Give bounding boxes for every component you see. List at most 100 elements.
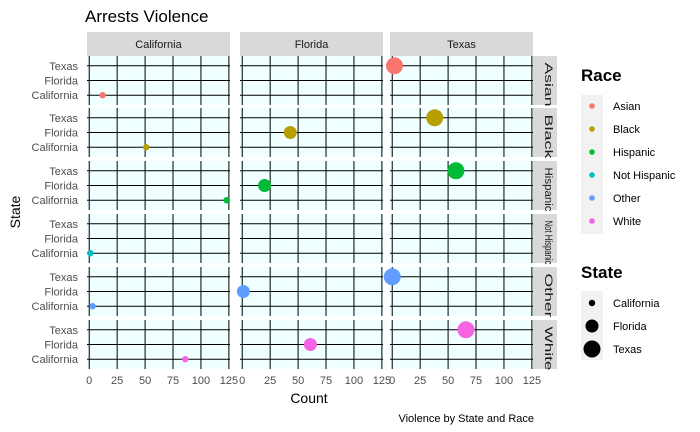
- x-tick-label: 100: [192, 375, 210, 387]
- x-tick-label: 125: [373, 375, 391, 387]
- strip-label-california: California: [135, 39, 182, 51]
- race-legend-key-black: [589, 126, 595, 132]
- race-legend-label-hispanic: Hispanic: [613, 147, 656, 159]
- panel-not-hispanic-california: [87, 214, 230, 263]
- chart-caption: Violence by State and Race: [398, 413, 534, 425]
- strip-label-other: Other: [542, 274, 554, 319]
- state-legend-key-florida: [585, 319, 599, 333]
- x-tick-label: 50: [442, 375, 454, 387]
- strip-label-florida: Florida: [295, 39, 330, 51]
- panel-hispanic-california: [87, 161, 230, 210]
- strip-florida: [240, 32, 383, 56]
- x-tick-label: 50: [292, 375, 304, 387]
- x-tick-label: 75: [167, 375, 179, 387]
- y-tick-label-florida: Florida: [44, 128, 79, 140]
- y-tick-label-florida: Florida: [44, 234, 79, 246]
- x-tick-label: 25: [414, 375, 426, 387]
- data-point-white-california: [182, 356, 189, 363]
- y-tick-label-florida: Florida: [44, 76, 79, 88]
- x-tick-label: 100: [495, 375, 513, 387]
- state-legend: State California Florida Texas: [581, 263, 660, 360]
- data-point-asian-texas: [385, 57, 403, 75]
- x-tick-label: 100: [345, 375, 363, 387]
- strip-hispanic: [533, 161, 557, 210]
- race-legend-label-black: Black: [613, 124, 640, 136]
- x-tick-label: 125: [220, 375, 238, 387]
- y-tick-label-california: California: [32, 90, 79, 102]
- race-legend-key-not-hispanic: [589, 172, 595, 178]
- y-axis-title: State: [7, 195, 23, 228]
- strip-not-hispanic: [533, 214, 557, 263]
- race-legend-key-background: [581, 95, 603, 234]
- panel-not-hispanic-texas: [390, 214, 533, 263]
- x-axis-title: Count: [290, 390, 327, 406]
- race-legend-key-asian: [589, 103, 595, 109]
- strip-white: [533, 320, 557, 369]
- data-point-other-florida: [236, 285, 250, 298]
- state-legend-key-texas: [583, 340, 601, 358]
- strip-label-not-hispanic: Not Hispanic: [542, 221, 554, 265]
- data-point-black-florida: [283, 126, 297, 139]
- panel-asian-florida: [240, 56, 383, 105]
- race-legend-key-hispanic: [589, 149, 595, 155]
- strip-label-asian: Asian: [542, 63, 554, 107]
- data-point-hispanic-california: [223, 197, 230, 204]
- state-legend-title: State: [581, 263, 623, 282]
- y-tick-label-california: California: [32, 248, 79, 260]
- state-legend-key-california: [588, 299, 596, 307]
- race-legend-title: Race: [581, 66, 622, 85]
- data-point-other-texas: [383, 268, 401, 286]
- strip-black: [533, 108, 557, 157]
- data-point-hispanic-texas: [447, 162, 465, 180]
- data-point-other-california: [89, 303, 96, 310]
- x-tick-label: 0: [86, 375, 92, 387]
- race-legend: Race Asian Black Hispanic Not Hispanic Other…: [581, 66, 676, 234]
- panel-other-florida: [240, 267, 383, 316]
- x-tick-label: 75: [320, 375, 332, 387]
- panel-other-california: [87, 267, 230, 316]
- data-point-white-texas: [457, 321, 475, 339]
- y-tick-label-texas: Texas: [49, 166, 78, 178]
- panel-white-california: [87, 320, 230, 369]
- y-tick-label-texas: Texas: [49, 113, 78, 125]
- y-tick-label-california: California: [32, 142, 79, 154]
- race-legend-label-white: White: [613, 216, 641, 228]
- y-tick-label-california: California: [32, 301, 79, 313]
- strip-asian: [533, 56, 557, 105]
- panel-hispanic-texas: [390, 161, 533, 210]
- race-legend-label-other: Other: [613, 193, 641, 205]
- race-legend-key-other: [589, 195, 595, 201]
- x-tick-label: 0: [389, 375, 395, 387]
- panel-black-florida: [240, 108, 383, 157]
- y-tick-label-florida: Florida: [44, 181, 79, 193]
- x-tick-label: 25: [264, 375, 276, 387]
- strip-california: [87, 32, 230, 56]
- x-tick-label: 75: [470, 375, 482, 387]
- state-legend-label-california: California: [613, 298, 660, 310]
- facet-panels: California Florida Texas Asian Black Hispanic…: [32, 32, 557, 387]
- data-point-asian-california: [99, 92, 106, 99]
- state-legend-label-florida: Florida: [613, 321, 648, 333]
- y-tick-label-texas: Texas: [49, 272, 78, 284]
- strip-label-black: Black: [542, 115, 554, 160]
- y-tick-label-florida: Florida: [44, 340, 79, 352]
- panel-asian-texas: [390, 56, 533, 105]
- race-legend-label-asian: Asian: [613, 101, 641, 113]
- strip-texas: [390, 32, 533, 56]
- race-legend-key-white: [589, 218, 595, 224]
- y-tick-label-florida: Florida: [44, 287, 79, 299]
- strip-label-hispanic: Hispanic: [542, 168, 554, 213]
- panel-not-hispanic-florida: [240, 214, 383, 263]
- x-tick-label: 0: [239, 375, 245, 387]
- y-tick-label-california: California: [32, 354, 79, 366]
- strip-label-texas: Texas: [447, 39, 476, 51]
- panel-black-california: [87, 108, 230, 157]
- race-legend-label-not-hispanic: Not Hispanic: [613, 170, 676, 182]
- data-point-not-hispanic-california: [87, 250, 94, 257]
- x-tick-label: 125: [523, 375, 541, 387]
- panel-other-texas: [390, 267, 533, 316]
- panel-black-texas: [390, 108, 533, 157]
- data-point-hispanic-florida: [258, 179, 272, 192]
- x-tick-label: 25: [111, 375, 123, 387]
